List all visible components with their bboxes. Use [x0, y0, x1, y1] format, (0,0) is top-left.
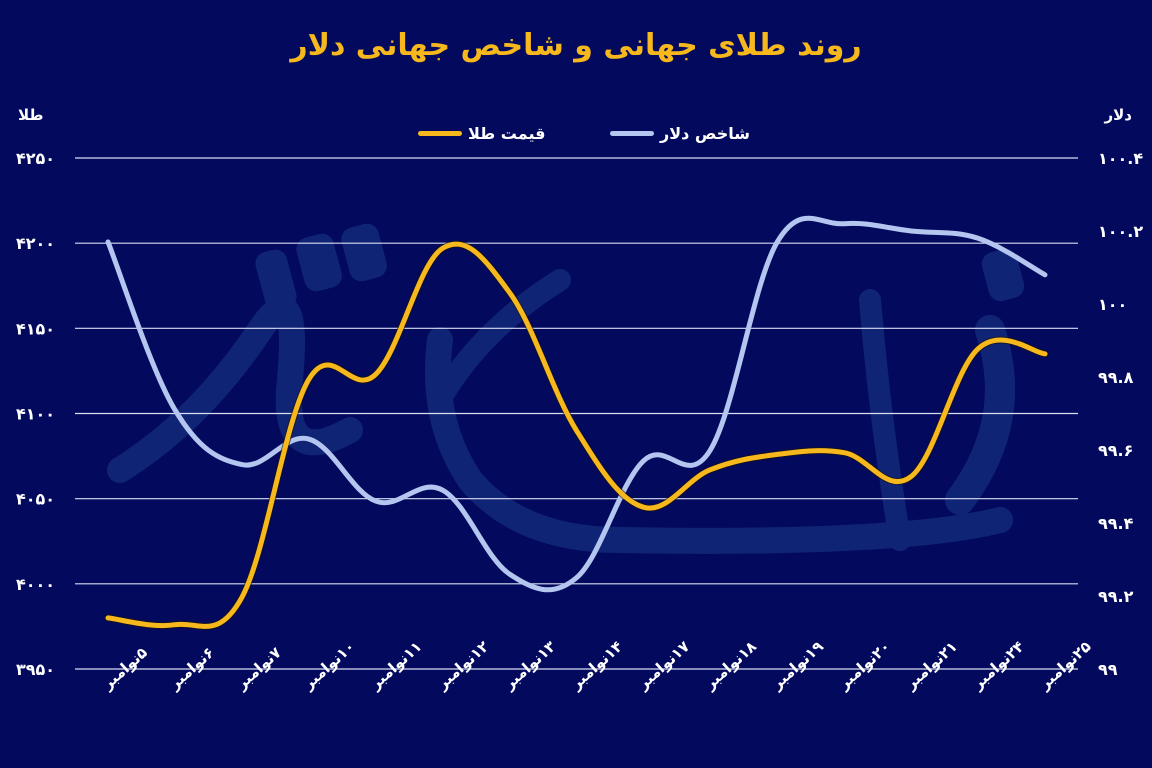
x-axis-tick-label: ۱۹نوامبر — [767, 637, 827, 693]
legend-label-dollar: شاخص دلار — [660, 124, 751, 143]
right-axis-tick-label: ۹۹ — [1098, 660, 1118, 679]
watermark — [107, 223, 1025, 554]
dollar-index-line — [105, 215, 1048, 593]
chart-title: روند طلای جهانی و شاخص جهانی دلار — [290, 28, 862, 63]
x-axis-tick-label: ۱۷نوامبر — [633, 637, 693, 693]
left-axis-tick-label: ۴۰۰۰ — [16, 575, 55, 594]
x-axis-tick-label: ۲۰نوامبر — [834, 637, 894, 693]
gold-price-line — [105, 241, 1048, 629]
right-axis-tick-label: ۱۰۰ — [1098, 295, 1127, 314]
right-axis-ticks: ۱۰۰.۴ ۱۰۰.۲ ۱۰۰ ۹۹.۸ ۹۹.۶ ۹۹.۴ ۹۹.۲ ۹۹ — [1098, 149, 1143, 679]
x-axis-tick-label: ۱۱نوامبر — [366, 637, 426, 693]
x-axis-tick-label: ۱۰نوامبر — [299, 637, 359, 693]
left-axis-tick-label: ۴۱۵۰ — [16, 319, 55, 338]
x-axis-tick-label: ۱۲نوامبر — [433, 637, 493, 693]
right-axis-title: دلار — [1104, 106, 1132, 124]
legend-item-gold: قیمت طلا — [418, 124, 545, 143]
left-axis-tick-label: ۴۲۵۰ — [16, 149, 55, 168]
left-axis-ticks: ۴۲۵۰ ۴۲۰۰ ۴۱۵۰ ۴۱۰۰ ۴۰۵۰ ۴۰۰۰ ۳۹۵۰ — [16, 149, 55, 679]
series-lines — [104, 215, 1049, 630]
x-axis-tick-label: ۱۳نوامبر — [499, 637, 559, 693]
left-axis-tick-label: ۴۰۵۰ — [16, 490, 55, 509]
legend-swatch-gold — [418, 131, 462, 136]
left-axis-title: طلا — [18, 106, 44, 124]
gridlines — [75, 157, 1078, 670]
right-axis-tick-label: ۱۰۰.۴ — [1098, 149, 1143, 168]
legend-label-gold: قیمت طلا — [468, 124, 546, 143]
legend-swatch-dollar — [610, 131, 654, 136]
right-axis-tick-label: ۹۹.۲ — [1098, 587, 1134, 606]
left-axis-tick-label: ۴۱۰۰ — [16, 405, 55, 424]
right-axis-tick-label: ۱۰۰.۲ — [1098, 222, 1143, 241]
right-axis-tick-label: ۹۹.۸ — [1098, 368, 1134, 387]
legend-item-dollar: شاخص دلار — [610, 124, 750, 143]
left-axis-tick-label: ۳۹۵۰ — [16, 660, 55, 679]
x-axis-tick-label: ۲۱نوامبر — [901, 637, 961, 693]
left-axis-tick-label: ۴۲۰۰ — [16, 234, 55, 253]
x-axis-tick-label: ۲۴نوامبر — [968, 637, 1028, 693]
right-axis-tick-label: ۹۹.۴ — [1098, 514, 1134, 533]
right-axis-tick-label: ۹۹.۶ — [1098, 441, 1133, 460]
legend: شاخص دلار قیمت طلا — [0, 124, 1152, 148]
x-axis-tick-label: ۲۵نوامبر — [1035, 637, 1095, 693]
x-axis-tick-label: ۱۴نوامبر — [566, 637, 626, 693]
x-axis-tick-label: ۱۸نوامبر — [700, 637, 760, 693]
x-axis-ticks: ۵نوامبر ۶نوامبر ۷نوامبر ۱۰نوامبر ۱۱نوامبر ۱۲ن… — [98, 637, 1095, 693]
